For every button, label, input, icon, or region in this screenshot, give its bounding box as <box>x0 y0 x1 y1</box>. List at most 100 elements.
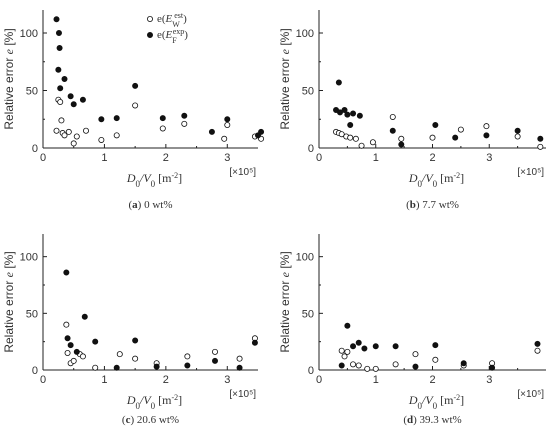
legend-marker <box>146 32 153 39</box>
data-point-exp <box>489 364 496 371</box>
data-point-exp <box>355 339 362 346</box>
data-point-exp <box>389 127 396 134</box>
x-axis-label: D0/V0 [m-2] <box>408 393 464 412</box>
data-point-exp <box>55 66 62 73</box>
data-point-est <box>132 102 139 109</box>
data-point-exp <box>398 141 405 148</box>
panel-caption: (c) 20.6 wt% <box>122 414 179 426</box>
data-point-exp <box>184 362 191 369</box>
x-tick-label: 0 <box>40 152 46 164</box>
data-point-est <box>347 134 354 141</box>
y-tick-label: 50 <box>26 308 38 320</box>
data-point-exp <box>392 343 399 350</box>
y-tick-label: 0 <box>32 143 38 155</box>
x-tick-label: 1 <box>101 374 107 386</box>
data-point-exp <box>534 340 541 347</box>
data-point-exp <box>113 364 120 371</box>
x-tick-label: 0 <box>316 374 322 386</box>
data-point-est <box>224 122 231 129</box>
legend-marker <box>146 15 153 22</box>
data-point-est <box>355 362 362 369</box>
data-point-exp <box>258 128 265 135</box>
data-point-exp <box>113 115 120 122</box>
data-point-exp <box>55 29 62 36</box>
x-tick-label: 3 <box>224 152 230 164</box>
y-tick-label: 50 <box>26 86 38 98</box>
y-axis-label: Relative error e [%] <box>2 251 16 352</box>
data-point-exp <box>412 363 419 370</box>
panel-caption: (a) 0 wt% <box>129 199 173 211</box>
data-point-exp <box>63 269 70 276</box>
x-multiplier-label: [×10⁵] <box>229 167 256 178</box>
data-point-est <box>369 139 376 146</box>
data-point-exp <box>236 364 243 371</box>
data-point-exp <box>344 111 351 118</box>
data-point-exp <box>61 76 68 83</box>
data-point-exp <box>350 110 357 117</box>
data-point-exp <box>56 44 63 51</box>
x-axis-label: D0/V0 [m-2] <box>408 171 464 190</box>
data-point-exp <box>338 362 345 369</box>
data-point-est <box>61 132 68 139</box>
x-axis-label: D0/V0 [m-2] <box>126 393 182 412</box>
data-point-est <box>116 351 123 358</box>
data-point-exp <box>224 116 231 123</box>
data-point-exp <box>70 101 77 108</box>
data-point-exp <box>372 343 379 350</box>
x-tick-label: 0 <box>40 374 46 386</box>
data-point-exp <box>432 342 439 349</box>
data-point-est <box>57 99 64 106</box>
data-point-exp <box>53 16 60 23</box>
data-point-est <box>73 133 80 140</box>
data-point-est <box>358 142 365 149</box>
x-multiplier-label: [×10⁵] <box>229 389 256 400</box>
data-point-exp <box>211 357 218 364</box>
data-point-exp <box>452 134 459 141</box>
data-point-est <box>98 136 105 143</box>
data-point-exp <box>181 112 188 119</box>
data-point-exp <box>67 342 74 349</box>
data-point-est <box>514 133 521 140</box>
data-point-est <box>537 143 544 150</box>
data-point-est <box>352 135 359 142</box>
data-point-exp <box>67 93 74 100</box>
data-point-est <box>64 349 71 356</box>
data-point-est <box>457 126 464 133</box>
data-point-est <box>432 356 439 363</box>
data-point-exp <box>73 348 80 355</box>
data-point-exp <box>159 115 166 122</box>
data-point-est <box>392 361 399 368</box>
data-point-exp <box>341 107 348 114</box>
data-point-exp <box>514 127 521 134</box>
y-tick-label: 50 <box>302 308 314 320</box>
data-point-est <box>412 351 419 358</box>
data-point-exp <box>335 79 342 86</box>
y-tick-label: 0 <box>308 365 314 377</box>
data-point-est <box>483 123 490 130</box>
data-point-est <box>344 348 351 355</box>
data-point-exp <box>81 313 88 320</box>
x-axis-label: D0/V0 [m-2] <box>126 171 182 190</box>
data-point-est <box>429 134 436 141</box>
x-tick-label: 2 <box>163 152 169 164</box>
data-point-est <box>350 361 357 368</box>
data-point-exp <box>132 82 139 89</box>
y-tick-label: 100 <box>20 28 38 40</box>
data-point-exp <box>64 335 71 342</box>
data-point-exp <box>208 128 215 135</box>
data-point-est <box>70 357 77 364</box>
data-point-exp <box>57 85 64 92</box>
x-tick-label: 2 <box>429 374 435 386</box>
data-point-exp <box>153 363 160 370</box>
data-point-est <box>398 135 405 142</box>
data-point-exp <box>356 112 363 119</box>
data-point-est <box>83 127 90 134</box>
data-point-exp <box>361 345 368 352</box>
y-axis-label: Relative error e [%] <box>278 28 292 129</box>
data-point-est <box>113 132 120 139</box>
data-point-est <box>132 355 139 362</box>
x-tick-label: 1 <box>373 152 379 164</box>
data-point-est <box>53 127 60 134</box>
data-point-exp <box>132 337 139 344</box>
